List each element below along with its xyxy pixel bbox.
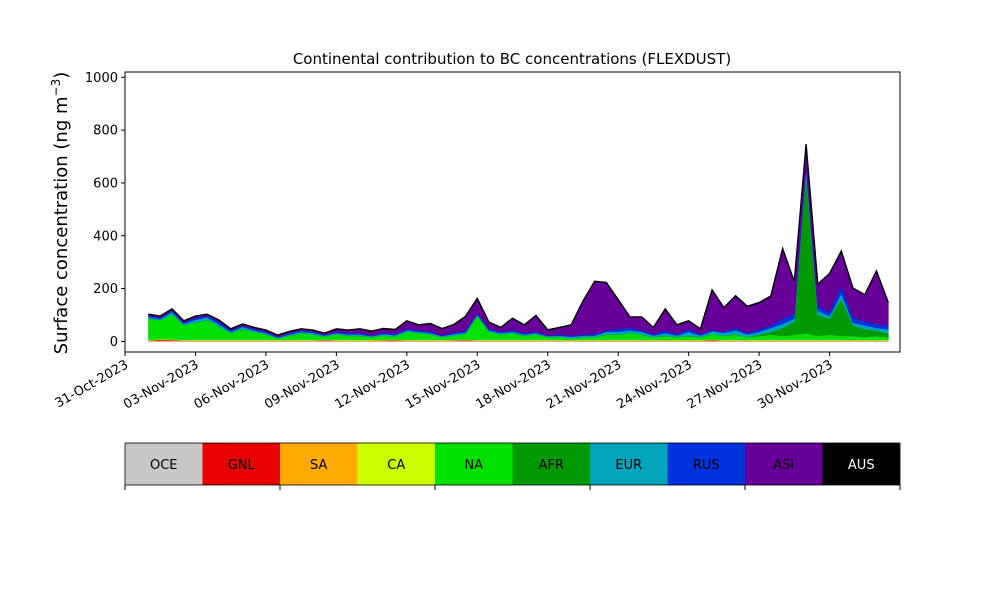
x-tick-label: 31-Oct-2023 [53,357,131,411]
x-tick-label: 21-Nov-2023 [544,357,624,412]
legend-swatch-ca [357,443,435,485]
legend-label-afr: AFR [539,458,564,473]
legend-swatch-gnl [202,443,280,485]
legend-label-na: NA [464,458,483,473]
x-axis: 31-Oct-202303-Nov-202306-Nov-202309-Nov-… [53,352,836,412]
area-asi [148,144,889,338]
x-tick-label: 30-Nov-2023 [755,357,835,412]
legend-swatch-oce [125,443,203,485]
y-axis-label-text: Surface concentration (ng m [51,96,72,354]
chart-title: Continental contribution to BC concentra… [293,50,731,68]
legend-swatch-asi [745,443,823,485]
legend-swatch-sa [280,443,358,485]
total-outline [148,144,889,336]
x-tick-label: 18-Nov-2023 [473,357,553,412]
y-tick-label: 0 [110,335,118,350]
x-tick-label: 27-Nov-2023 [685,357,765,412]
legend-label-rus: RUS [693,458,720,473]
plot-areas [148,144,889,342]
y-axis-label-close: ) [51,72,72,79]
y-tick-label: 800 [93,124,118,139]
legend-label-sa: SA [310,458,327,473]
legend-swatch-afr [512,443,590,485]
x-tick-label: 03-Nov-2023 [121,357,201,412]
legend-swatch-rus [667,443,745,485]
y-tick-label: 200 [93,282,118,297]
legend-swatch-na [435,443,513,485]
legend-label-asi: ASI [773,458,794,473]
legend-label-ca: CA [387,458,405,473]
x-tick-label: 24-Nov-2023 [614,357,694,412]
legend-swatch-eur [590,443,668,485]
y-tick-label: 1000 [85,71,118,86]
legend-label-gnl: GNL [228,458,256,473]
x-tick-label: 12-Nov-2023 [333,357,413,412]
legend-label-eur: EUR [615,458,642,473]
legend-label-aus: AUS [848,458,875,473]
plot-frame [124,71,901,353]
y-axis-label-superscript: −3 [49,79,63,97]
x-tick-label: 06-Nov-2023 [192,357,272,412]
y-tick-label: 600 [93,176,118,191]
legend-colorbar: OCE GNL SA CA NA AFR EUR RUS ASI AUS [124,442,901,490]
y-axis: 0 200 400 600 800 1000 [85,71,125,350]
y-tick-label: 400 [93,229,118,244]
y-axis-label: Surface concentration (ng m−3) [49,72,72,355]
x-tick-label: 09-Nov-2023 [262,357,342,412]
x-tick-label: 15-Nov-2023 [403,357,483,412]
legend-swatch-aus [822,443,900,485]
legend-label-oce: OCE [150,458,178,473]
legend-border [124,442,901,486]
